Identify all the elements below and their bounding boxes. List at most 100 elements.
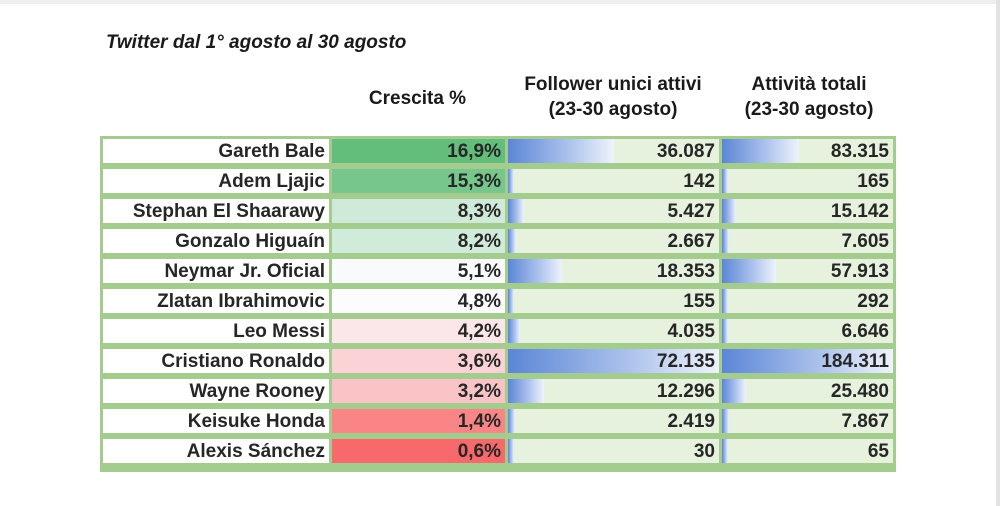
growth-cell: 0,6% bbox=[332, 439, 505, 463]
activity-cell: 25.480 bbox=[722, 379, 893, 403]
growth-cell: 4,2% bbox=[332, 319, 505, 343]
data-table: Gareth Bale 16,9% 36.087 83.315 Adem Ljajic 1… bbox=[100, 136, 896, 472]
player-name: Keisuke Honda bbox=[187, 411, 325, 432]
followers-bar bbox=[508, 349, 719, 373]
player-name: Gareth Bale bbox=[218, 141, 325, 162]
player-name: Wayne Rooney bbox=[189, 381, 326, 402]
activity-bar bbox=[722, 259, 776, 283]
activity-bar bbox=[722, 319, 728, 343]
growth-cell: 8,2% bbox=[332, 229, 505, 253]
followers-cell: 4.035 bbox=[508, 319, 719, 343]
followers-cell: 2.419 bbox=[508, 409, 719, 433]
header-activity-line2: (23-30 agosto) bbox=[744, 99, 874, 120]
followers-cell: 142 bbox=[508, 169, 719, 193]
growth-value: 5,1% bbox=[457, 261, 501, 282]
growth-value: 16,9% bbox=[447, 141, 501, 162]
followers-value: 5.427 bbox=[667, 201, 715, 222]
followers-bar bbox=[508, 439, 514, 463]
followers-bar bbox=[508, 319, 520, 343]
activity-value: 65 bbox=[867, 441, 889, 462]
followers-value: 72.135 bbox=[656, 351, 715, 372]
activity-cell: 65 bbox=[722, 439, 893, 463]
player-name: Cristiano Ronaldo bbox=[161, 351, 325, 372]
growth-cell: 1,4% bbox=[332, 409, 505, 433]
growth-value: 1,4% bbox=[457, 411, 501, 432]
activity-cell: 7.605 bbox=[722, 229, 893, 253]
followers-value: 36.087 bbox=[656, 141, 715, 162]
header-growth-label: Crescita % bbox=[368, 88, 467, 109]
frame-top-border bbox=[0, 0, 1000, 4]
player-name-cell: Wayne Rooney bbox=[103, 379, 329, 403]
table-title: Twitter dal 1° agosto al 30 agosto bbox=[106, 32, 407, 53]
table-row: Gareth Bale 16,9% 36.087 83.315 bbox=[100, 136, 896, 166]
activity-bar bbox=[722, 349, 893, 373]
activity-cell: 7.867 bbox=[722, 409, 893, 433]
followers-cell: 30 bbox=[508, 439, 719, 463]
growth-value: 3,6% bbox=[457, 351, 501, 372]
player-name-cell: Cristiano Ronaldo bbox=[103, 349, 329, 373]
growth-value: 8,2% bbox=[457, 231, 501, 252]
followers-value: 155 bbox=[683, 291, 715, 312]
player-name-cell: Adem Ljajic bbox=[103, 169, 329, 193]
activity-bar bbox=[722, 199, 736, 223]
player-name-cell: Stephan El Shaarawy bbox=[103, 199, 329, 223]
activity-value: 6.646 bbox=[841, 321, 889, 342]
followers-bar bbox=[508, 169, 514, 193]
player-name: Stephan El Shaarawy bbox=[132, 201, 325, 222]
activity-value: 7.867 bbox=[841, 411, 889, 432]
growth-value: 3,2% bbox=[457, 381, 501, 402]
growth-cell: 5,1% bbox=[332, 259, 505, 283]
player-name: Zlatan Ibrahimovic bbox=[157, 291, 325, 312]
followers-bar bbox=[508, 289, 514, 313]
table-row: Alexis Sánchez 0,6% 30 65 bbox=[100, 436, 896, 466]
activity-value: 165 bbox=[857, 171, 889, 192]
growth-cell: 16,9% bbox=[332, 139, 505, 163]
player-name-cell: Alexis Sánchez bbox=[103, 439, 329, 463]
followers-cell: 5.427 bbox=[508, 199, 719, 223]
followers-bar bbox=[508, 259, 562, 283]
activity-value: 7.605 bbox=[841, 231, 889, 252]
followers-bar bbox=[508, 379, 544, 403]
table-row: Cristiano Ronaldo 3,6% 72.135 184.311 bbox=[100, 346, 896, 376]
header-activity-line1: Attività totali bbox=[751, 74, 867, 95]
table-row: Neymar Jr. Oficial 5,1% 18.353 57.913 bbox=[100, 256, 896, 286]
growth-cell: 15,3% bbox=[332, 169, 505, 193]
player-name: Alexis Sánchez bbox=[186, 441, 325, 462]
activity-bar bbox=[722, 439, 728, 463]
growth-cell: 3,6% bbox=[332, 349, 505, 373]
followers-value: 4.035 bbox=[667, 321, 715, 342]
player-name-cell: Gonzalo Higuaín bbox=[103, 229, 329, 253]
activity-bar bbox=[722, 229, 729, 253]
activity-bar bbox=[722, 289, 728, 313]
growth-value: 8,3% bbox=[457, 201, 501, 222]
player-name: Leo Messi bbox=[233, 321, 325, 342]
followers-value: 12.296 bbox=[656, 381, 715, 402]
header-activity: Attività totali (23-30 agosto) bbox=[721, 72, 897, 122]
header-growth: Crescita % bbox=[330, 86, 505, 111]
activity-cell: 165 bbox=[722, 169, 893, 193]
activity-cell: 292 bbox=[722, 289, 893, 313]
activity-bar bbox=[722, 379, 746, 403]
growth-cell: 4,8% bbox=[332, 289, 505, 313]
activity-cell: 83.315 bbox=[722, 139, 893, 163]
activity-cell: 184.311 bbox=[722, 349, 893, 373]
activity-value: 292 bbox=[857, 291, 889, 312]
followers-bar bbox=[508, 409, 515, 433]
growth-value: 0,6% bbox=[457, 441, 501, 462]
followers-bar bbox=[508, 199, 524, 223]
table-row: Zlatan Ibrahimovic 4,8% 155 292 bbox=[100, 286, 896, 316]
followers-cell: 2.667 bbox=[508, 229, 719, 253]
followers-cell: 155 bbox=[508, 289, 719, 313]
table-row: Leo Messi 4,2% 4.035 6.646 bbox=[100, 316, 896, 346]
followers-value: 18.353 bbox=[656, 261, 715, 282]
activity-cell: 15.142 bbox=[722, 199, 893, 223]
player-name: Gonzalo Higuaín bbox=[175, 231, 325, 252]
activity-value: 25.480 bbox=[830, 381, 889, 402]
header-followers-line1: Follower unici attivi bbox=[524, 74, 702, 95]
followers-bar bbox=[508, 229, 516, 253]
growth-cell: 8,3% bbox=[332, 199, 505, 223]
table-row: Stephan El Shaarawy 8,3% 5.427 15.142 bbox=[100, 196, 896, 226]
table-row: Gonzalo Higuaín 8,2% 2.667 7.605 bbox=[100, 226, 896, 256]
header-followers: Follower unici attivi (23-30 agosto) bbox=[506, 72, 720, 122]
followers-value: 30 bbox=[693, 441, 715, 462]
